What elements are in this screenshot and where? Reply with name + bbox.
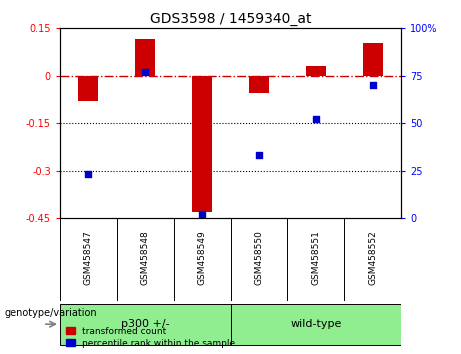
Bar — [78, 76, 98, 101]
Bar — [135, 39, 155, 76]
Point — [142, 69, 149, 75]
Text: GSM458551: GSM458551 — [311, 230, 320, 285]
Text: GSM458547: GSM458547 — [84, 230, 93, 285]
Text: GSM458550: GSM458550 — [254, 230, 263, 285]
Text: GSM458548: GSM458548 — [141, 230, 150, 285]
Point — [85, 171, 92, 177]
Text: GSM458549: GSM458549 — [198, 230, 207, 285]
Bar — [363, 42, 383, 76]
Point — [198, 211, 206, 217]
FancyBboxPatch shape — [60, 304, 230, 345]
Bar — [306, 66, 326, 76]
FancyBboxPatch shape — [230, 304, 401, 345]
Point — [369, 82, 376, 88]
Title: GDS3598 / 1459340_at: GDS3598 / 1459340_at — [150, 12, 311, 26]
Point — [255, 153, 263, 158]
Bar — [192, 76, 212, 212]
Text: GSM458552: GSM458552 — [368, 230, 377, 285]
Text: p300 +/-: p300 +/- — [121, 319, 170, 329]
Text: wild-type: wild-type — [290, 319, 342, 329]
Text: genotype/variation: genotype/variation — [5, 308, 97, 318]
Bar — [249, 76, 269, 93]
Point — [312, 116, 319, 122]
Legend: transformed count, percentile rank within the sample: transformed count, percentile rank withi… — [65, 325, 237, 349]
